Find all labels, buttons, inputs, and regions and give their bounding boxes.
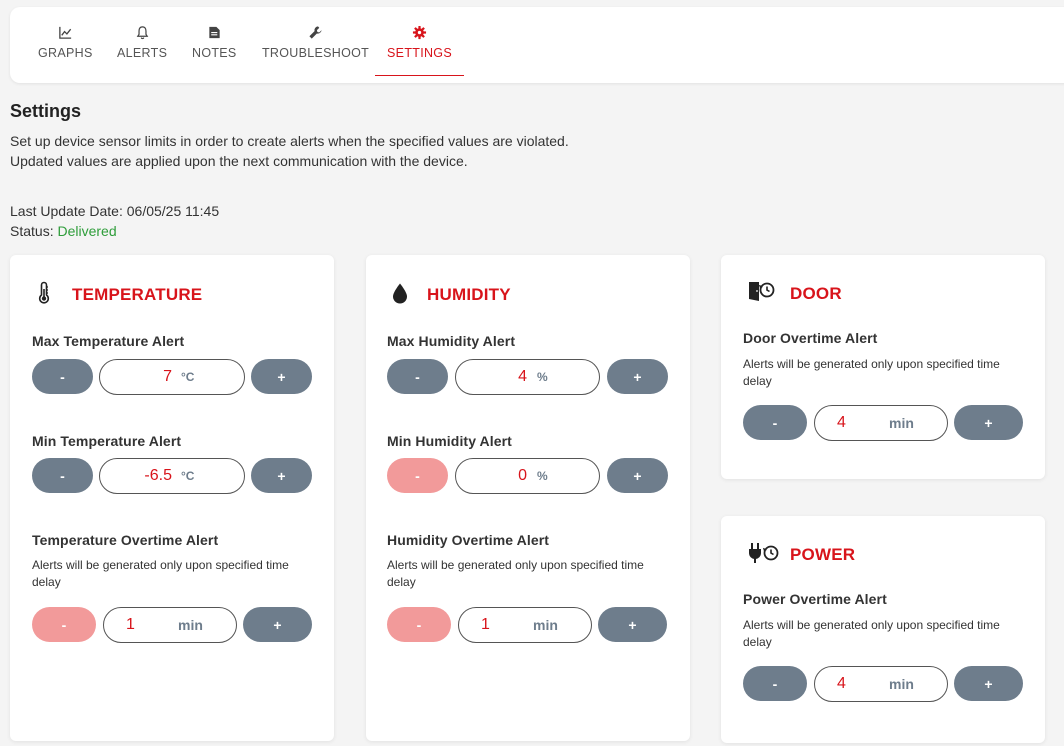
max-humidity-decrement-button[interactable]: - xyxy=(387,359,448,394)
min-temperature-field[interactable]: -6.5 °C xyxy=(99,458,245,494)
power-overtime-field[interactable]: 4 min xyxy=(814,666,948,702)
water-drop-icon xyxy=(386,279,414,307)
hint-line: Alerts will be generated only upon speci… xyxy=(387,558,644,572)
description-line-2: Updated values are applied upon the next… xyxy=(10,153,468,169)
field-value: 7 xyxy=(163,368,172,385)
status: Status: Delivered xyxy=(10,223,117,239)
field-value: -6.5 xyxy=(144,467,172,484)
tab-label: GRAPHS xyxy=(38,46,93,60)
thermometer-icon xyxy=(30,279,58,307)
field-unit: min xyxy=(889,676,914,692)
humidity-card: HUMIDITY Max Humidity Alert - 4 % + Min … xyxy=(366,255,690,741)
wrench-icon xyxy=(308,24,324,40)
min-temperature-label: Min Temperature Alert xyxy=(32,433,182,449)
status-label: Status: xyxy=(10,223,54,239)
humidity-overtime-field[interactable]: 1 min xyxy=(458,607,592,643)
tab-settings[interactable]: SETTINGS xyxy=(375,7,464,76)
card-title: DOOR xyxy=(790,284,842,303)
status-badge: Delivered xyxy=(57,223,117,239)
humidity-overtime-decrement-button[interactable]: - xyxy=(387,607,451,642)
temperature-overtime-field[interactable]: 1 min xyxy=(103,607,237,643)
min-humidity-label: Min Humidity Alert xyxy=(387,433,512,449)
temperature-overtime-decrement-button[interactable]: - xyxy=(32,607,96,642)
door-card: DOOR Door Overtime Alert Alerts will be … xyxy=(721,255,1045,479)
field-unit: °C xyxy=(181,370,195,384)
door-overtime-field[interactable]: 4 min xyxy=(814,405,948,441)
description-line-1: Set up device sensor limits in order to … xyxy=(10,133,569,149)
note-icon xyxy=(206,24,222,40)
field-unit: min xyxy=(889,415,914,431)
hint-line: delay xyxy=(387,575,416,589)
max-temperature-increment-button[interactable]: + xyxy=(251,359,312,394)
min-humidity-field[interactable]: 0 % xyxy=(455,458,600,494)
humidity-overtime-increment-button[interactable]: + xyxy=(598,607,667,642)
tab-alerts[interactable]: ALERTS xyxy=(117,7,167,76)
tab-label: NOTES xyxy=(192,46,237,60)
temperature-card: TEMPERATURE Max Temperature Alert - 7 °C… xyxy=(10,255,334,741)
min-temperature-increment-button[interactable]: + xyxy=(251,458,312,493)
min-humidity-increment-button[interactable]: + xyxy=(607,458,668,493)
temperature-overtime-label: Temperature Overtime Alert xyxy=(32,532,219,548)
tab-bar: GRAPHS ALERTS NOTES TROUBLESHOOT SETTING… xyxy=(10,7,1064,83)
door-overtime-increment-button[interactable]: + xyxy=(954,405,1023,440)
gear-icon xyxy=(412,24,428,40)
field-value: 0 xyxy=(518,467,527,484)
max-temperature-decrement-button[interactable]: - xyxy=(32,359,93,394)
hint-line: Alerts will be generated only upon speci… xyxy=(743,357,1000,371)
field-value: 4 xyxy=(837,414,846,431)
tab-troubleshoot[interactable]: TROUBLESHOOT xyxy=(262,7,369,76)
max-humidity-label: Max Humidity Alert xyxy=(387,333,516,349)
last-update-value: 06/05/25 11:45 xyxy=(126,203,220,219)
power-overtime-increment-button[interactable]: + xyxy=(954,666,1023,701)
overtime-hint: Alerts will be generated only upon speci… xyxy=(387,557,644,591)
overtime-hint: Alerts will be generated only upon speci… xyxy=(743,356,1000,390)
last-update-label: Last Update Date: xyxy=(10,203,123,219)
page-title: Settings xyxy=(10,101,82,121)
max-humidity-field[interactable]: 4 % xyxy=(455,359,600,395)
field-unit: % xyxy=(537,469,548,483)
field-value: 4 xyxy=(518,368,527,385)
power-overtime-label: Power Overtime Alert xyxy=(743,591,887,607)
power-overtime-decrement-button[interactable]: - xyxy=(743,666,807,701)
hint-line: Alerts will be generated only upon speci… xyxy=(32,558,289,572)
overtime-hint: Alerts will be generated only upon speci… xyxy=(743,617,1000,651)
max-temperature-label: Max Temperature Alert xyxy=(32,333,185,349)
card-title: HUMIDITY xyxy=(427,285,511,304)
hint-line: delay xyxy=(32,575,61,589)
field-unit: °C xyxy=(181,469,195,483)
chart-line-icon xyxy=(57,24,73,40)
field-value: 4 xyxy=(837,675,846,692)
tab-graphs[interactable]: GRAPHS xyxy=(38,7,93,76)
tab-label: TROUBLESHOOT xyxy=(262,46,370,60)
tab-label: SETTINGS xyxy=(387,46,452,60)
bell-icon xyxy=(134,24,150,40)
hint-line: Alerts will be generated only upon speci… xyxy=(743,618,1000,632)
power-card: POWER Power Overtime Alert Alerts will b… xyxy=(721,516,1045,743)
field-unit: min xyxy=(533,617,558,633)
field-unit: min xyxy=(178,617,203,633)
overtime-hint: Alerts will be generated only upon speci… xyxy=(32,557,289,591)
hint-line: delay xyxy=(743,374,772,388)
field-value: 1 xyxy=(126,616,135,633)
tab-notes[interactable]: NOTES xyxy=(192,7,237,76)
field-value: 1 xyxy=(481,616,490,633)
door-timer-icon xyxy=(747,277,777,305)
hint-line: delay xyxy=(743,635,772,649)
temperature-overtime-increment-button[interactable]: + xyxy=(243,607,312,642)
field-unit: % xyxy=(537,370,548,384)
card-title: TEMPERATURE xyxy=(72,285,203,304)
card-title: POWER xyxy=(790,545,856,564)
max-temperature-field[interactable]: 7 °C xyxy=(99,359,245,395)
min-temperature-decrement-button[interactable]: - xyxy=(32,458,93,493)
min-humidity-decrement-button[interactable]: - xyxy=(387,458,448,493)
door-overtime-decrement-button[interactable]: - xyxy=(743,405,807,440)
humidity-overtime-label: Humidity Overtime Alert xyxy=(387,532,550,548)
max-humidity-increment-button[interactable]: + xyxy=(607,359,668,394)
last-update: Last Update Date: 06/05/25 11:45 xyxy=(10,203,219,219)
tab-label: ALERTS xyxy=(117,46,168,60)
plug-timer-icon xyxy=(747,539,781,567)
door-overtime-label: Door Overtime Alert xyxy=(743,330,878,346)
